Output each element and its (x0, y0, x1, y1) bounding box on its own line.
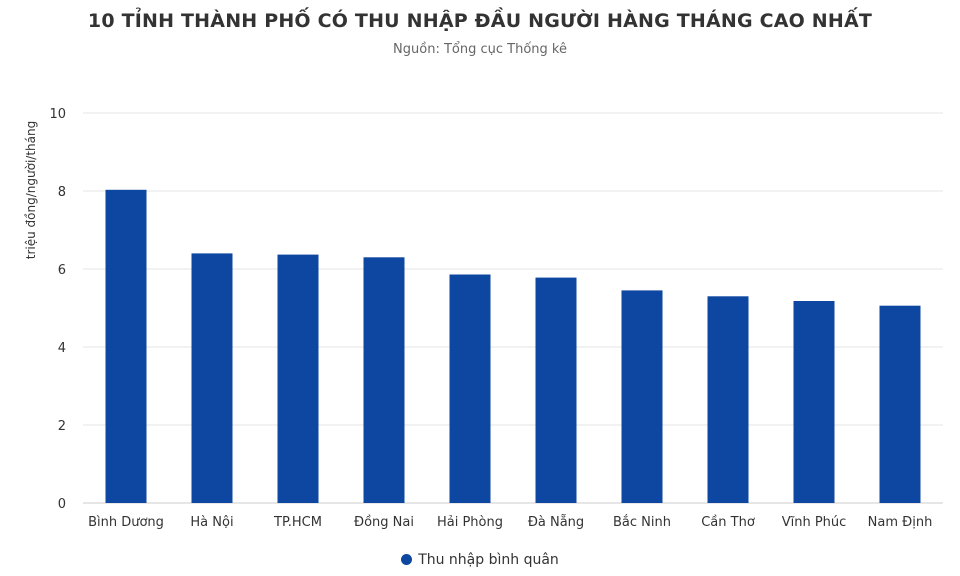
y-tick-label: 8 (58, 185, 66, 200)
bars (105, 189, 921, 504)
y-tick-label: 2 (58, 419, 66, 434)
bar[interactable] (535, 277, 577, 503)
bar[interactable] (363, 257, 405, 503)
x-tick-label: Hải Phòng (437, 515, 503, 530)
x-tick-label: Đồng Nai (354, 515, 414, 530)
bar[interactable] (879, 305, 921, 503)
bar[interactable] (707, 296, 749, 503)
y-axis-ticks: 0 2 4 6 8 10 (49, 107, 66, 512)
x-tick-label: TP.HCM (273, 515, 322, 530)
bar[interactable] (793, 301, 835, 503)
bar[interactable] (449, 274, 491, 504)
bar[interactable] (621, 290, 663, 503)
legend[interactable]: Thu nhập bình quân (0, 552, 960, 568)
x-axis-ticks: Bình Dương Hà Nội TP.HCM Đồng Nai Hải Phòng Đ… (88, 515, 932, 530)
x-tick-label: Bắc Ninh (613, 515, 671, 530)
y-tick-label: 6 (58, 263, 66, 278)
y-axis-title: triệu đồng/người/tháng (24, 121, 38, 259)
x-tick-label: Đà Nẵng (528, 515, 584, 530)
x-tick-label: Hà Nội (190, 515, 233, 530)
y-tick-label: 10 (49, 107, 66, 122)
x-tick-label: Cần Thơ (701, 515, 755, 530)
chart-subtitle: Nguồn: Tổng cục Thống kê (393, 42, 567, 57)
bar[interactable] (191, 253, 233, 503)
y-tick-label: 4 (58, 341, 66, 356)
legend-marker (401, 554, 413, 565)
x-tick-label: Bình Dương (88, 515, 164, 530)
chart-title: 10 TỈNH THÀNH PHỐ CÓ THU NHẬP ĐẦU NGƯỜI … (87, 10, 873, 32)
bar[interactable] (277, 254, 319, 503)
x-tick-label: Vĩnh Phúc (782, 515, 847, 530)
y-tick-label: 0 (58, 497, 66, 512)
legend-label: Thu nhập bình quân (418, 552, 559, 568)
bar[interactable] (105, 189, 147, 504)
x-tick-label: Nam Định (868, 515, 933, 530)
